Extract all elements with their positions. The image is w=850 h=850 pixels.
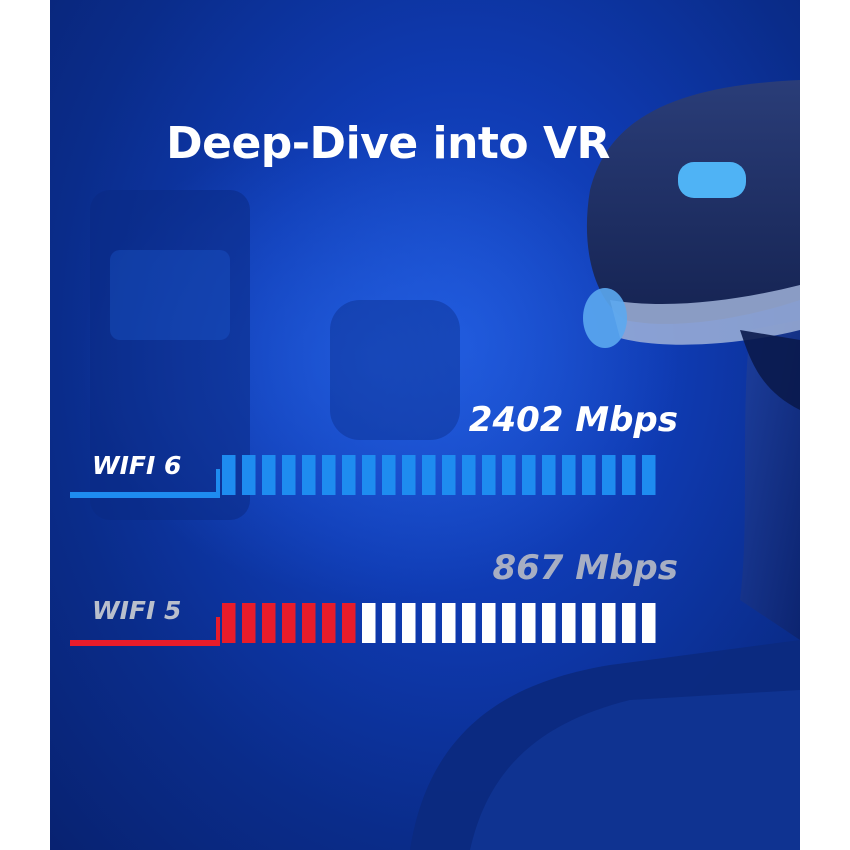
wifi5-label: WIFI 5 <box>92 596 182 625</box>
series-1-segment-10 <box>402 455 416 495</box>
series-2-segment-8 <box>362 603 376 643</box>
speed-bars-chart <box>70 455 656 646</box>
series-1-segment-11 <box>422 455 436 495</box>
series-1-segment-12 <box>442 455 456 495</box>
series-1-segment-13 <box>462 455 476 495</box>
series-2-segment-6 <box>322 603 336 643</box>
series-2-segment-16 <box>522 603 536 643</box>
series-2-segment-18 <box>562 603 576 643</box>
page-title: Deep-Dive into VR <box>166 118 610 169</box>
series-1-segment-14 <box>482 455 496 495</box>
series-2-segment-14 <box>482 603 496 643</box>
wifi6-label: WIFI 6 <box>92 451 182 480</box>
series-1-segment-19 <box>582 455 596 495</box>
series-2-segment-19 <box>582 603 596 643</box>
series-1-segment-6 <box>322 455 336 495</box>
series-1-segment-4 <box>282 455 296 495</box>
series-1-segment-21 <box>622 455 636 495</box>
series-2-segment-10 <box>402 603 416 643</box>
series-1-segment-18 <box>562 455 576 495</box>
series-2-segment-12 <box>442 603 456 643</box>
series-2-segment-1 <box>222 603 236 643</box>
wifi5-speed-label: 867 Mbps <box>492 548 678 588</box>
series-1-segment-5 <box>302 455 316 495</box>
series-2-segment-3 <box>262 603 276 643</box>
wifi6-speed-label: 2402 Mbps <box>468 400 678 440</box>
series-2-baseline <box>70 617 220 646</box>
series-1-segment-9 <box>382 455 396 495</box>
series-1-segment-17 <box>542 455 556 495</box>
series-1-segment-20 <box>602 455 616 495</box>
series-2-segment-17 <box>542 603 556 643</box>
series-2-segment-22 <box>642 603 656 643</box>
series-1-segment-7 <box>342 455 356 495</box>
series-2-segment-4 <box>282 603 296 643</box>
series-1-segment-16 <box>522 455 536 495</box>
series-2-segment-21 <box>622 603 636 643</box>
banner-panel: Deep-Dive into VR 2402 Mbps WIFI 6 867 M… <box>50 0 800 850</box>
series-1-segment-3 <box>262 455 276 495</box>
series-2-segment-2 <box>242 603 256 643</box>
series-2-segment-7 <box>342 603 356 643</box>
series-1-segment-1 <box>222 455 236 495</box>
series-2-segment-15 <box>502 603 516 643</box>
series-2-segment-9 <box>382 603 396 643</box>
series-2-segment-11 <box>422 603 436 643</box>
series-2-segment-13 <box>462 603 476 643</box>
series-1-baseline <box>70 469 220 498</box>
series-1-segment-2 <box>242 455 256 495</box>
series-2-segment-20 <box>602 603 616 643</box>
series-1-segment-8 <box>362 455 376 495</box>
series-2-segment-5 <box>302 603 316 643</box>
series-1-segment-22 <box>642 455 656 495</box>
series-1-segment-15 <box>502 455 516 495</box>
